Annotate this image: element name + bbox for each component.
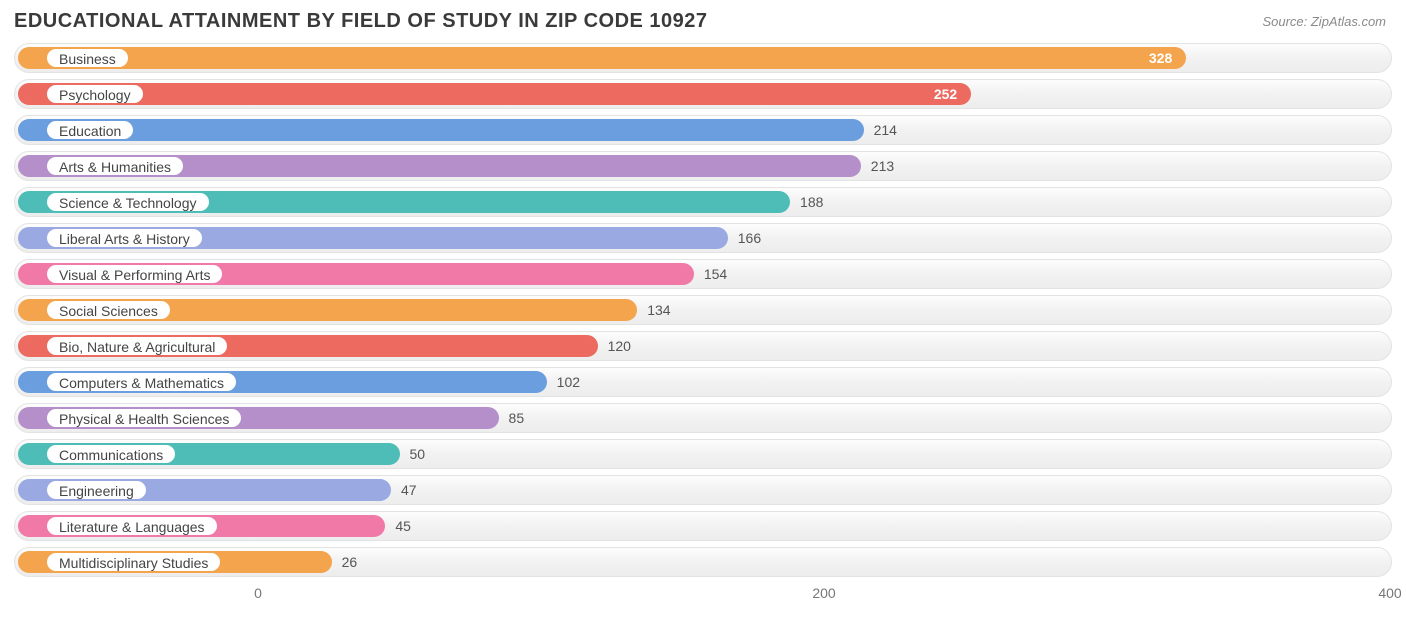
category-label: Psychology bbox=[46, 84, 144, 104]
category-label: Literature & Languages bbox=[46, 516, 218, 536]
category-label: Education bbox=[46, 120, 134, 140]
value-label: 26 bbox=[342, 547, 358, 577]
bar-fill bbox=[18, 83, 971, 105]
x-axis-tick: 200 bbox=[812, 585, 835, 601]
bar-row: Visual & Performing Arts 154 bbox=[14, 259, 1392, 289]
category-label: Engineering bbox=[46, 480, 147, 500]
value-label: 47 bbox=[401, 475, 417, 505]
bar-row: Multidisciplinary Studies 26 bbox=[14, 547, 1392, 577]
category-label: Business bbox=[46, 48, 129, 68]
bar-fill bbox=[18, 119, 864, 141]
category-label: Liberal Arts & History bbox=[46, 228, 203, 248]
category-label: Science & Technology bbox=[46, 192, 210, 212]
bar-row: Liberal Arts & History 166 bbox=[14, 223, 1392, 253]
category-label: Computers & Mathematics bbox=[46, 372, 237, 392]
bar-row: Social Sciences 134 bbox=[14, 295, 1392, 325]
category-label: Arts & Humanities bbox=[46, 156, 184, 176]
x-axis-tick: 400 bbox=[1378, 585, 1401, 601]
value-label: 328 bbox=[1149, 43, 1172, 73]
category-label: Social Sciences bbox=[46, 300, 171, 320]
value-label: 120 bbox=[608, 331, 631, 361]
value-label: 213 bbox=[871, 151, 894, 181]
x-axis-tick: 0 bbox=[254, 585, 262, 601]
value-label: 102 bbox=[557, 367, 580, 397]
bar-row: Business 328 bbox=[14, 43, 1392, 73]
bar-row: Computers & Mathematics 102 bbox=[14, 367, 1392, 397]
chart-source: Source: ZipAtlas.com bbox=[1262, 10, 1392, 29]
category-label: Physical & Health Sciences bbox=[46, 408, 242, 428]
value-label: 252 bbox=[934, 79, 957, 109]
bar-row: Physical & Health Sciences 85 bbox=[14, 403, 1392, 433]
category-label: Visual & Performing Arts bbox=[46, 264, 223, 284]
value-label: 166 bbox=[738, 223, 761, 253]
value-label: 50 bbox=[410, 439, 426, 469]
bar-row: Education 214 bbox=[14, 115, 1392, 145]
bar-fill bbox=[18, 47, 1186, 69]
bar-row: Literature & Languages 45 bbox=[14, 511, 1392, 541]
value-label: 154 bbox=[704, 259, 727, 289]
value-label: 134 bbox=[647, 295, 670, 325]
chart-header: EDUCATIONAL ATTAINMENT BY FIELD OF STUDY… bbox=[14, 10, 1392, 33]
bar-row: Psychology 252 bbox=[14, 79, 1392, 109]
bar-row: Arts & Humanities 213 bbox=[14, 151, 1392, 181]
chart-area: Business 328 Psychology 252 Education 214 Arts… bbox=[14, 43, 1392, 601]
value-label: 85 bbox=[509, 403, 525, 433]
bar-row: Communications 50 bbox=[14, 439, 1392, 469]
value-label: 188 bbox=[800, 187, 823, 217]
category-label: Bio, Nature & Agricultural bbox=[46, 336, 228, 356]
chart-title: EDUCATIONAL ATTAINMENT BY FIELD OF STUDY… bbox=[14, 10, 708, 33]
category-label: Multidisciplinary Studies bbox=[46, 552, 221, 572]
value-label: 214 bbox=[874, 115, 897, 145]
bar-row: Engineering 47 bbox=[14, 475, 1392, 505]
bar-row: Science & Technology 188 bbox=[14, 187, 1392, 217]
value-label: 45 bbox=[395, 511, 411, 541]
x-axis: 0200400 bbox=[14, 585, 1392, 605]
bar-rows-container: Business 328 Psychology 252 Education 214 Arts… bbox=[14, 43, 1392, 583]
category-label: Communications bbox=[46, 444, 176, 464]
bar-row: Bio, Nature & Agricultural 120 bbox=[14, 331, 1392, 361]
